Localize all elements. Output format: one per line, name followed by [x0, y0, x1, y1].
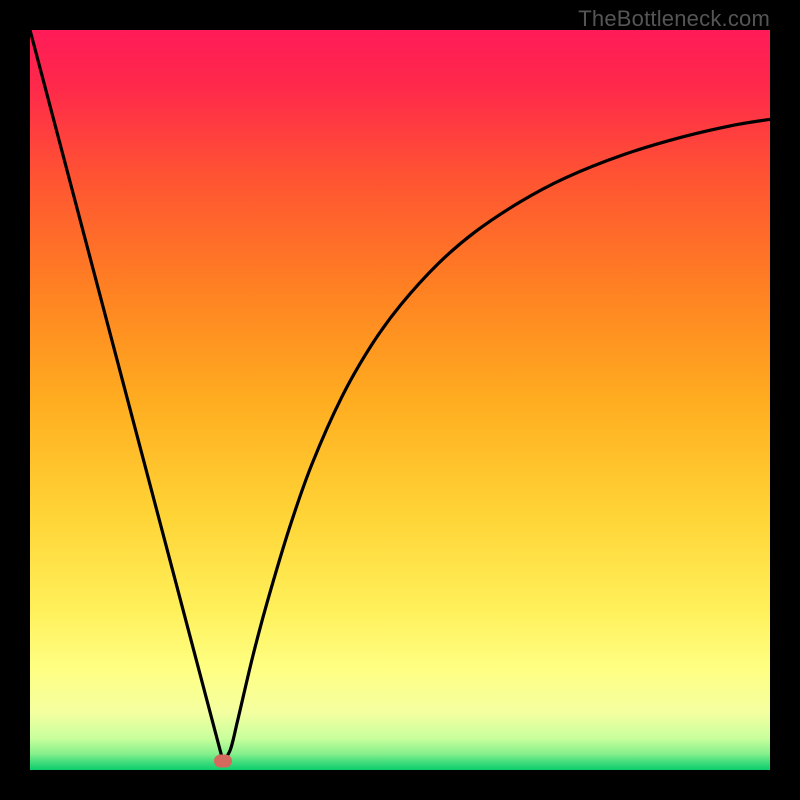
minimum-marker — [214, 754, 232, 767]
attribution-text: TheBottleneck.com — [578, 6, 770, 32]
bottleneck-curve — [30, 30, 772, 772]
frame-border-right — [770, 0, 800, 800]
frame-border-bottom — [0, 770, 800, 800]
frame-border-left — [0, 0, 30, 800]
chart-frame — [0, 0, 800, 800]
plot-area — [30, 30, 772, 772]
